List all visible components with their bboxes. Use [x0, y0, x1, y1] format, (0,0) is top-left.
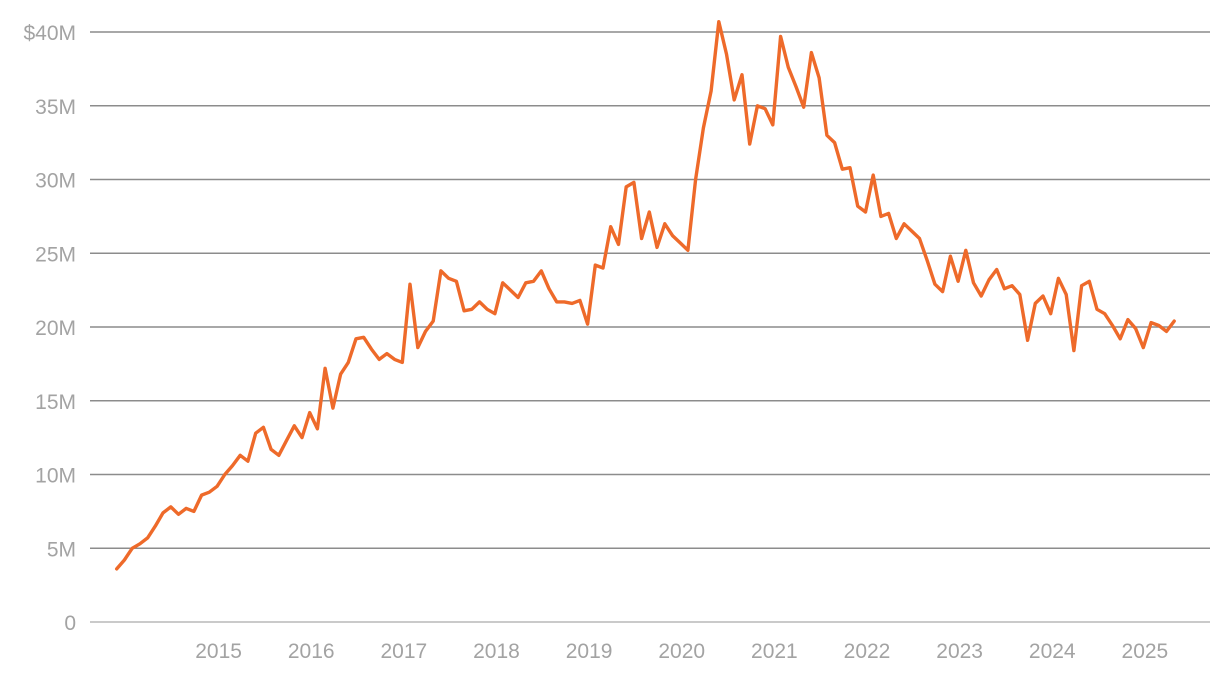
y-axis-tick-labels: 0 5M 10M 15M 20M 25M 30M 35M $40M — [23, 22, 76, 635]
series-line — [114, 20, 1176, 571]
y-tick-label: 35M — [35, 96, 76, 119]
x-tick-label: 2021 — [751, 640, 798, 663]
gridlines — [90, 31, 1210, 623]
y-tick-label: $40M — [23, 22, 76, 45]
y-tick-label: 20M — [35, 317, 76, 340]
series-layer — [114, 20, 1176, 571]
x-tick-label: 2022 — [844, 640, 891, 663]
y-tick-label: 30M — [35, 170, 76, 193]
y-tick-label: 15M — [35, 391, 76, 414]
y-tick-label: 5M — [47, 538, 76, 561]
x-tick-label: 2017 — [381, 640, 428, 663]
x-tick-label: 2025 — [1122, 640, 1169, 663]
x-tick-label: 2015 — [195, 640, 242, 663]
x-tick-label: 2018 — [473, 640, 520, 663]
x-tick-label: 2019 — [566, 640, 613, 663]
x-tick-label: 2023 — [936, 640, 983, 663]
x-tick-label: 2024 — [1029, 640, 1076, 663]
x-tick-label: 2020 — [658, 640, 705, 663]
y-tick-label: 25M — [35, 243, 76, 266]
y-tick-label: 10M — [35, 465, 76, 488]
x-axis-tick-labels: 2015 2016 2017 2018 2019 2020 2021 2022 2023 2024… — [195, 640, 1168, 663]
y-tick-label: 0 — [64, 612, 76, 635]
x-tick-label: 2016 — [288, 640, 335, 663]
